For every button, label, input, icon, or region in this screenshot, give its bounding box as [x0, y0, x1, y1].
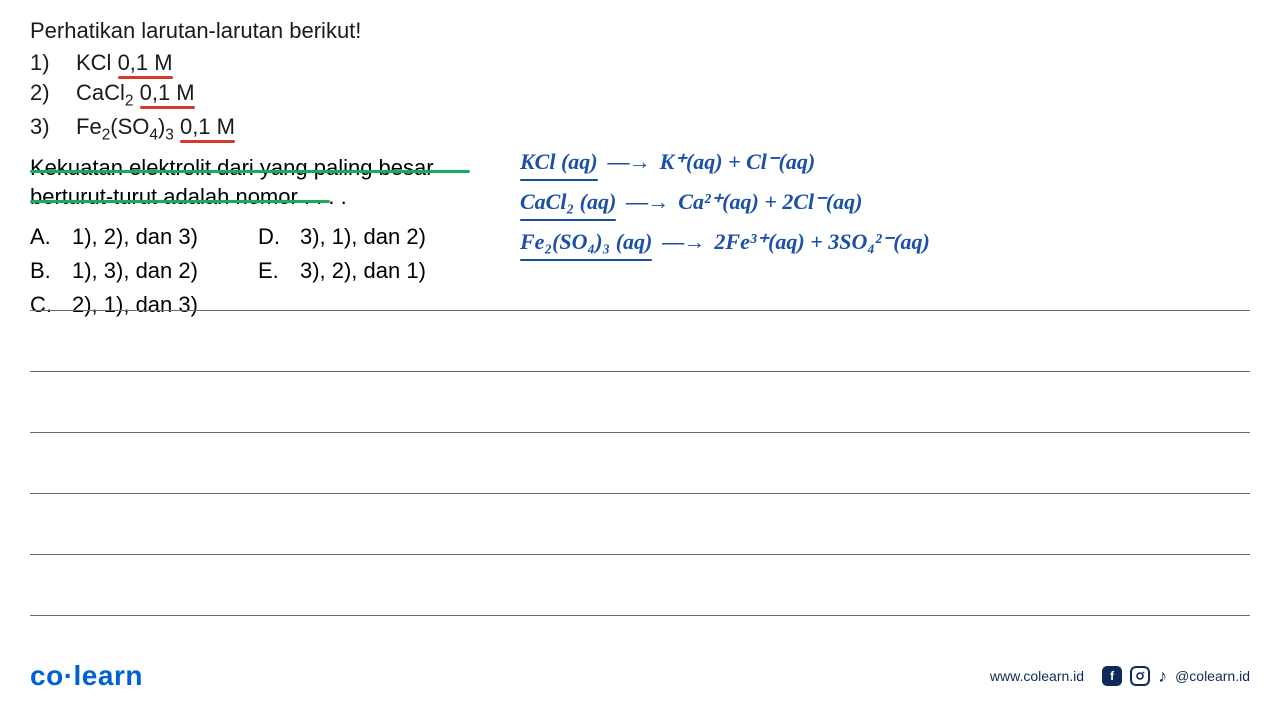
chem-formula: CaCl2 0,1 M: [76, 80, 195, 110]
equation-3: Fe₂(SO₄)₃ (aq) —→ 2Fe³⁺(aq) + 3SO₄²⁻(aq): [520, 225, 930, 259]
rule-line: [30, 310, 1250, 311]
option-text: 1), 2), dan 3): [72, 224, 198, 250]
eq-right: 2Fe³⁺(aq) + 3SO₄²⁻(aq): [714, 225, 930, 259]
solution-list: 1) KCl 0,1 M 2) CaCl2 0,1 M 3) Fe2(SO4)3…: [30, 50, 1250, 145]
rule-line: [30, 493, 1250, 494]
green-underline: [30, 200, 330, 203]
handwritten-equations: KCl (aq) —→ K⁺(aq) + Cl⁻(aq) CaCl₂ (aq) …: [520, 145, 930, 265]
eq-left: Fe₂(SO₄)₃ (aq): [520, 225, 652, 259]
option-b: B. 1), 3), dan 2): [30, 258, 198, 284]
instagram-icon: [1130, 666, 1150, 686]
logo-dot: ·: [64, 660, 74, 691]
option-letter: A.: [30, 224, 54, 250]
concentration: 0,1 M: [180, 114, 235, 140]
question-body: Kekuatan elektrolit dari yang paling bes…: [30, 153, 500, 212]
tiktok-icon: ♪: [1158, 666, 1167, 687]
logo-learn: learn: [74, 660, 143, 691]
eq-left: KCl (aq): [520, 145, 598, 179]
formula-text: KCl 0,1 M: [76, 50, 173, 75]
option-letter: B.: [30, 258, 54, 284]
options-col-1: A. 1), 2), dan 3) B. 1), 3), dan 2) C. 2…: [30, 224, 198, 318]
rule-line: [30, 371, 1250, 372]
green-underline: [30, 170, 470, 173]
option-letter: E.: [258, 258, 282, 284]
ruled-lines: [30, 310, 1250, 676]
list-number: 3): [30, 114, 58, 140]
facebook-icon: f: [1102, 666, 1122, 686]
footer-right: www.colearn.id f ♪ @colearn.id: [990, 666, 1250, 687]
list-number: 2): [30, 80, 58, 106]
rule-line: [30, 554, 1250, 555]
formula-text: CaCl2 0,1 M: [76, 80, 195, 105]
option-text: 3), 1), dan 2): [300, 224, 426, 250]
arrow-icon: —→: [608, 145, 650, 179]
question-header: Perhatikan larutan-larutan berikut!: [30, 18, 1250, 44]
option-text: 3), 2), dan 1): [300, 258, 426, 284]
chem-formula: KCl 0,1 M: [76, 50, 173, 76]
formula-text: Fe2(SO4)3 0,1 M: [76, 114, 235, 139]
footer: co·learn www.colearn.id f ♪ @colearn.id: [30, 660, 1250, 692]
body-line-2: berturut-turut adalah nomor . . . .: [30, 184, 347, 209]
footer-handle: @colearn.id: [1175, 668, 1250, 684]
solution-item: 1) KCl 0,1 M: [30, 50, 1250, 76]
option-letter: D.: [258, 224, 282, 250]
solution-item: 3) Fe2(SO4)3 0,1 M: [30, 114, 1250, 144]
equation-2: CaCl₂ (aq) —→ Ca²⁺(aq) + 2Cl⁻(aq): [520, 185, 930, 219]
option-a: A. 1), 2), dan 3): [30, 224, 198, 250]
eq-left: CaCl₂ (aq): [520, 185, 616, 219]
equation-1: KCl (aq) —→ K⁺(aq) + Cl⁻(aq): [520, 145, 930, 179]
eq-right: Ca²⁺(aq) + 2Cl⁻(aq): [678, 185, 862, 219]
body-line-1: Kekuatan elektrolit dari yang paling bes…: [30, 155, 434, 180]
footer-url: www.colearn.id: [990, 668, 1084, 684]
arrow-icon: —→: [626, 185, 668, 219]
rule-line: [30, 432, 1250, 433]
logo-co: co: [30, 660, 64, 691]
solution-item: 2) CaCl2 0,1 M: [30, 80, 1250, 110]
list-number: 1): [30, 50, 58, 76]
concentration: 0,1 M: [118, 50, 173, 76]
option-e: E. 3), 2), dan 1): [258, 258, 426, 284]
option-text: 1), 3), dan 2): [72, 258, 198, 284]
eq-right: K⁺(aq) + Cl⁻(aq): [660, 145, 816, 179]
option-d: D. 3), 1), dan 2): [258, 224, 426, 250]
concentration: 0,1 M: [140, 80, 195, 106]
arrow-icon: —→: [662, 225, 704, 259]
chem-formula: Fe2(SO4)3 0,1 M: [76, 114, 235, 144]
social-icons: f ♪ @colearn.id: [1102, 666, 1250, 687]
rule-line: [30, 615, 1250, 616]
options-col-2: D. 3), 1), dan 2) E. 3), 2), dan 1): [258, 224, 426, 318]
brand-logo: co·learn: [30, 660, 143, 692]
